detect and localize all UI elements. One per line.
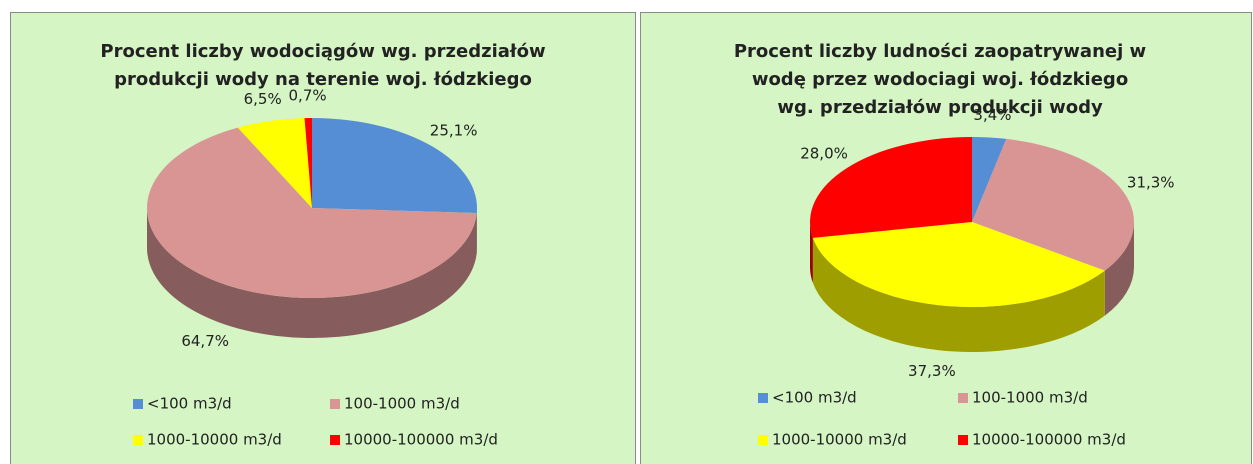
slice-side <box>810 222 813 283</box>
legend-label: 10000-100000 m3/d <box>344 431 498 449</box>
legend-swatch <box>133 435 143 445</box>
legend-swatch <box>758 435 768 445</box>
legend-label: 1000-10000 m3/d <box>772 431 907 449</box>
legend-label: <100 m3/d <box>147 395 232 413</box>
legend-swatch <box>133 399 143 409</box>
slice <box>972 138 1134 271</box>
data-label: 6,5% <box>244 90 282 108</box>
data-label: 31,3% <box>1127 173 1175 191</box>
chart-title: Procent liczby ludności zaopatrywanej w <box>734 41 1146 62</box>
legend-swatch <box>958 393 968 403</box>
data-label: 28,0% <box>800 144 848 162</box>
data-label: 25,1% <box>430 122 478 140</box>
legend-label: 100-1000 m3/d <box>972 389 1088 407</box>
legend-label: 10000-100000 m3/d <box>972 431 1126 449</box>
slice-side <box>147 208 477 338</box>
slice-side <box>812 237 1105 353</box>
chart-title: wg. przedziałów produkcji wody <box>777 97 1103 118</box>
data-label: 64,7% <box>181 332 229 350</box>
data-label: 37,3% <box>908 362 956 380</box>
slice <box>304 118 312 208</box>
slice <box>972 137 1007 222</box>
data-label: 0,7% <box>289 87 327 105</box>
legend-label: <100 m3/d <box>772 389 857 407</box>
legend-label: 100-1000 m3/d <box>344 395 460 413</box>
chart-title: wodę przez wodociagi woj. łódzkiego <box>752 69 1128 90</box>
slice <box>146 127 477 298</box>
chart-title: produkcji wody na terenie woj. łódzkiego <box>114 69 532 90</box>
legend-swatch <box>330 399 340 409</box>
data-label: 3,4% <box>973 106 1011 124</box>
slice <box>237 118 312 208</box>
chart-title: Procent liczby wodociągów wg. przedziałó… <box>100 41 545 62</box>
slice <box>810 137 972 238</box>
slice <box>312 118 477 213</box>
slice <box>812 222 1105 308</box>
legend-label: 1000-10000 m3/d <box>147 431 282 449</box>
legend-swatch <box>958 435 968 445</box>
legend-swatch <box>758 393 768 403</box>
legend-swatch <box>330 435 340 445</box>
slice-side <box>1104 222 1134 316</box>
